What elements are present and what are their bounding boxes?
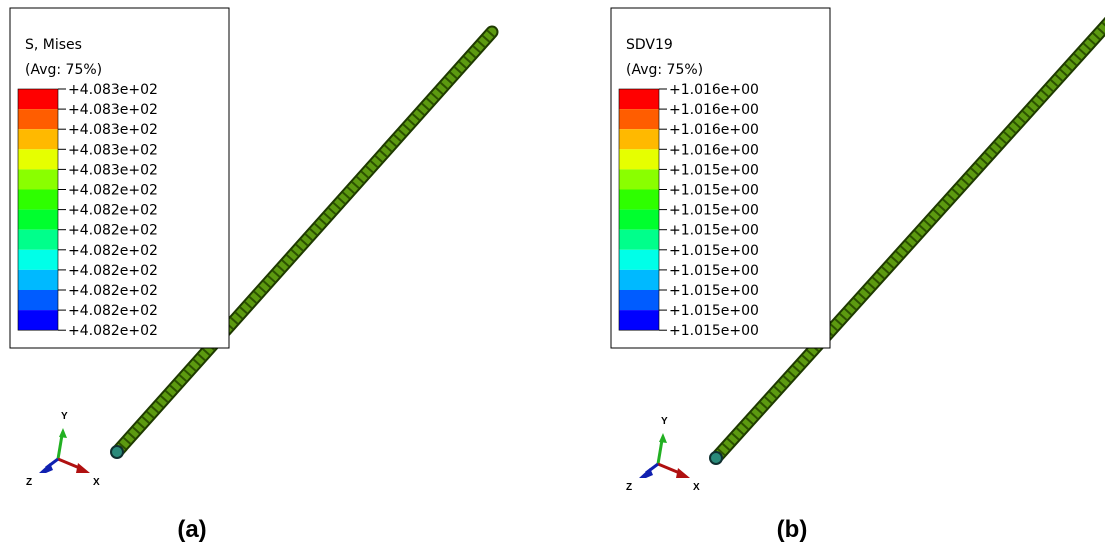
figure: S, Mises (Avg: 75%) +4.083e+02 +4.083e+02 +4… (0, 0, 1105, 553)
legend-subtitle: (Avg: 75%) (25, 62, 102, 78)
legend-label: +1.015e+00 (669, 243, 759, 259)
legend-label: +4.082e+02 (68, 303, 158, 319)
color-swatch (619, 310, 659, 330)
color-swatch (619, 190, 659, 210)
color-swatch (18, 210, 58, 230)
legend-label: +1.015e+00 (669, 162, 759, 178)
color-swatch (619, 129, 659, 149)
axis-y-head (659, 433, 667, 443)
legend-subtitle: (Avg: 75%) (626, 62, 703, 78)
color-swatch (619, 210, 659, 230)
legend-label: +1.015e+00 (669, 203, 759, 219)
caption: (b) (777, 516, 808, 543)
color-swatch (619, 109, 659, 129)
panel: SDV19 (Avg: 75%) +1.016e+00 +1.016e+00 +1.01… (611, 8, 1105, 543)
color-swatch (18, 89, 58, 109)
legend-label: +1.015e+00 (669, 223, 759, 239)
color-swatch (619, 149, 659, 169)
legend-label: +1.016e+00 (669, 122, 759, 138)
color-swatch (18, 109, 58, 129)
legend-label: +4.082e+02 (68, 263, 158, 279)
legend-label: +1.015e+00 (669, 303, 759, 319)
color-swatch (18, 169, 58, 189)
legend-label: +1.015e+00 (669, 183, 759, 199)
legend-label: +4.082e+02 (68, 243, 158, 259)
rod-end (710, 452, 722, 464)
legend-label: +4.083e+02 (68, 122, 158, 138)
color-swatch (18, 230, 58, 250)
color-swatch (619, 290, 659, 310)
legend-label: +1.015e+00 (669, 283, 759, 299)
color-swatch (619, 250, 659, 270)
legend-label: +4.082e+02 (68, 203, 158, 219)
color-swatch (619, 169, 659, 189)
legend-label: +1.015e+00 (669, 323, 759, 339)
color-swatch (619, 89, 659, 109)
axis-label-x: X (93, 477, 100, 488)
legend-label: +4.083e+02 (68, 162, 158, 178)
legend-title: SDV19 (626, 37, 673, 53)
axis-label-y: Y (661, 416, 668, 427)
panel: S, Mises (Avg: 75%) +4.083e+02 +4.083e+02 +4… (10, 8, 492, 543)
color-swatch (18, 270, 58, 290)
legend-label: +4.082e+02 (68, 323, 158, 339)
legend-label: +4.083e+02 (68, 82, 158, 98)
legend-label: +4.082e+02 (68, 223, 158, 239)
axis-x-head (676, 468, 690, 478)
legend-label: +4.082e+02 (68, 283, 158, 299)
legend-label: +4.083e+02 (68, 102, 158, 118)
axis-label-z: Z (26, 477, 32, 488)
axis-label-x: X (693, 482, 700, 493)
axis-label-y: Y (61, 411, 68, 422)
rod-end (111, 446, 123, 458)
axis-label-z: Z (626, 482, 632, 493)
color-swatch (18, 310, 58, 330)
legend-label: +4.083e+02 (68, 142, 158, 158)
caption: (a) (177, 516, 206, 543)
legend-label: +1.016e+00 (669, 102, 759, 118)
color-swatch (18, 250, 58, 270)
legend-label: +1.016e+00 (669, 142, 759, 158)
axis-x-head (76, 463, 90, 473)
color-swatch (619, 230, 659, 250)
legend-label: +1.016e+00 (669, 82, 759, 98)
axis-y-head (59, 428, 67, 438)
legend-label: +4.082e+02 (68, 183, 158, 199)
legend-title: S, Mises (25, 37, 82, 53)
axis-y (658, 440, 662, 464)
legend-label: +1.015e+00 (669, 263, 759, 279)
axis-y (58, 435, 62, 459)
color-swatch (18, 129, 58, 149)
color-swatch (18, 190, 58, 210)
color-swatch (18, 290, 58, 310)
color-swatch (619, 270, 659, 290)
color-swatch (18, 149, 58, 169)
